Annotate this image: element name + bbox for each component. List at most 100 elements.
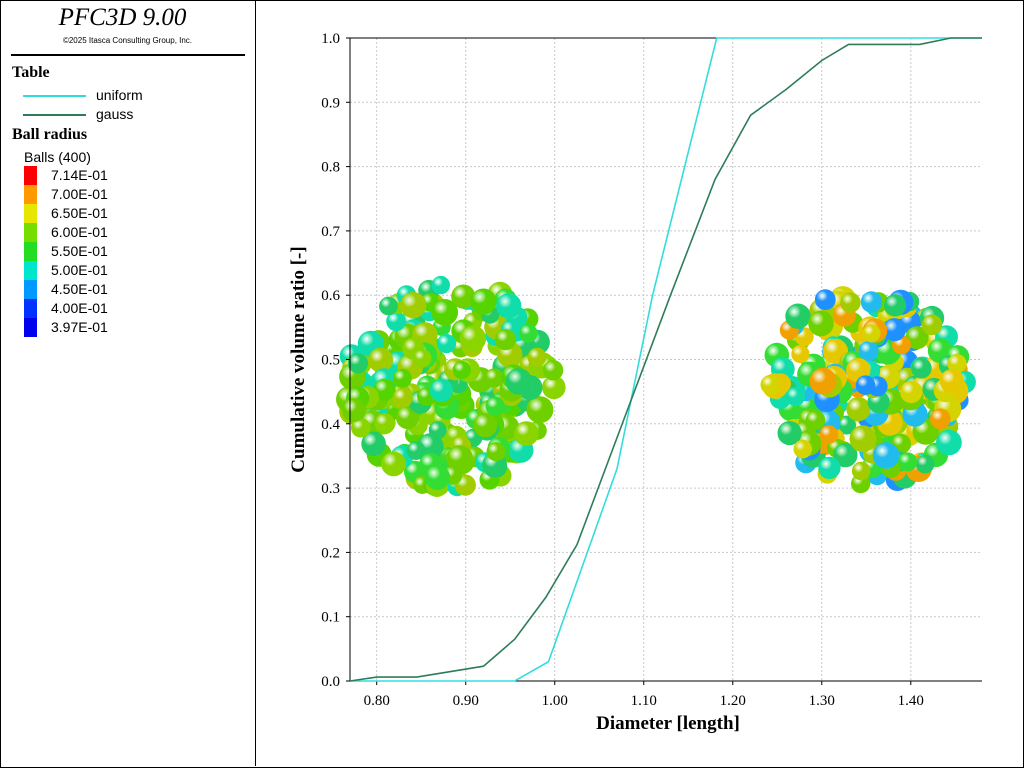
y-tick-label: 0.1 (321, 610, 340, 626)
x-tick-label: 1.00 (542, 693, 568, 709)
y-tick-label: 0.8 (321, 160, 340, 176)
ball (805, 410, 826, 431)
ball (424, 464, 451, 490)
ball (785, 303, 811, 329)
ball (361, 431, 386, 457)
ball (406, 441, 426, 460)
scale-label: 7.14E-01 (51, 167, 108, 183)
scale-label: 4.50E-01 (51, 281, 108, 297)
ball (872, 442, 900, 469)
ball (428, 421, 447, 440)
ball (862, 324, 881, 343)
scale-label: 5.00E-01 (51, 262, 108, 278)
ball (911, 357, 932, 379)
balls-count: Balls (400) (24, 149, 91, 165)
ball (814, 289, 836, 310)
ball (473, 413, 498, 438)
ball (855, 375, 876, 396)
y-tick-label: 0.7 (321, 224, 340, 240)
ball (485, 396, 505, 416)
ball-cluster-gauss (760, 286, 976, 494)
ball (494, 329, 517, 351)
ball (785, 386, 806, 407)
ball (858, 341, 879, 361)
scale-swatch (24, 166, 37, 185)
ball (451, 284, 476, 309)
ball (347, 353, 369, 374)
ball (939, 369, 965, 394)
ball (519, 324, 538, 343)
y-tick-label: 1.0 (321, 31, 340, 47)
ball (900, 380, 923, 404)
y-tick-label: 0.4 (321, 417, 340, 433)
scale-label: 5.50E-01 (51, 243, 108, 259)
ball (947, 354, 967, 374)
scale-swatch (24, 223, 37, 242)
ball (819, 425, 838, 444)
ball (542, 360, 564, 381)
series-line-gauss (349, 37, 982, 682)
ball (436, 334, 457, 354)
scale-label: 6.00E-01 (51, 224, 108, 240)
ball (342, 398, 366, 423)
ball (452, 361, 471, 380)
ball (514, 421, 539, 446)
ball (505, 368, 533, 395)
scale-label: 7.00E-01 (51, 186, 108, 202)
ball (818, 456, 841, 480)
ball (930, 408, 951, 430)
scale-swatch (24, 242, 37, 261)
ball (898, 452, 918, 472)
chart-area: 0.0 0.1 0.2 0.3 0.4 0.5 0.6 0.7 0.8 0.9 1.0 0.80 0.9… (288, 31, 982, 734)
ball (446, 445, 474, 473)
ball (777, 421, 802, 446)
legend-label-gauss: gauss (96, 106, 134, 122)
y-tick-label: 0.5 (321, 353, 340, 369)
ball (392, 368, 412, 388)
scale-swatch (24, 204, 37, 223)
x-tick-label: 1.10 (631, 693, 657, 709)
x-tick-label: 0.80 (364, 693, 390, 709)
ball (484, 368, 504, 388)
scale-label: 6.50E-01 (51, 205, 108, 221)
y-tick-label: 0.6 (321, 288, 340, 304)
copyright-text: ©2025 Itasca Consulting Group, Inc. (62, 36, 193, 45)
ball (374, 413, 395, 434)
ball-cluster-uniform (336, 275, 566, 497)
y-tick-label: 0.9 (321, 95, 340, 111)
scale-swatch (24, 261, 37, 280)
series-line-uniform (350, 37, 982, 682)
scale-swatch (24, 185, 37, 204)
scale-swatch (24, 299, 37, 318)
ball (882, 318, 907, 342)
ball (936, 429, 962, 456)
ball (860, 291, 883, 313)
y-tick-label: 0.2 (321, 545, 340, 561)
ball (386, 311, 406, 332)
ball (429, 378, 453, 403)
scale-swatch (24, 280, 37, 299)
ball (379, 296, 398, 316)
ball (921, 314, 943, 336)
ball (400, 292, 427, 319)
x-tick-label: 1.20 (720, 693, 746, 709)
ball (527, 347, 547, 367)
ball-radius-title: Ball radius (12, 126, 88, 143)
x-tick-label: 1.40 (898, 693, 924, 709)
x-axis-label: Diameter [length] (596, 713, 740, 734)
scale-label: 4.00E-01 (51, 300, 108, 316)
ball (851, 461, 871, 481)
y-tick-label: 0.0 (321, 674, 340, 690)
ball (381, 451, 406, 477)
ball (368, 347, 393, 373)
ball (542, 375, 566, 400)
ball (837, 415, 856, 435)
ball (846, 397, 871, 422)
x-tick-label: 0.90 (453, 693, 479, 709)
ball (351, 418, 371, 438)
ball (459, 325, 487, 352)
legend-panel: PFC3D 9.00 ©2025 Itasca Consulting Group… (0, 0, 256, 766)
ball (431, 299, 459, 326)
app-title: PFC3D 9.00 (58, 4, 187, 31)
ball (413, 349, 432, 368)
